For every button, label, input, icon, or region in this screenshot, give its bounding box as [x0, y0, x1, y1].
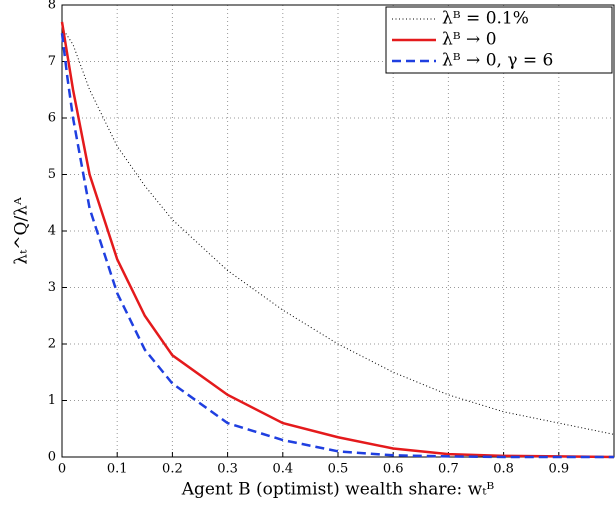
legend-label: λᴮ = 0.1% [442, 9, 529, 29]
x-tick-label: 0.3 [217, 462, 238, 477]
y-tick-label: 4 [48, 224, 56, 239]
legend-label: λᴮ → 0, γ = 6 [442, 51, 553, 71]
y-tick-label: 6 [48, 111, 56, 126]
legend-label: λᴮ → 0 [442, 30, 497, 50]
y-tick-label: 3 [48, 280, 56, 295]
y-tick-label: 8 [48, 0, 56, 13]
x-tick-label: 0.5 [328, 462, 349, 477]
x-tick-label: 0.9 [548, 462, 569, 477]
line-series [60, 21, 615, 459]
y-tick-label: 5 [48, 167, 56, 182]
y-tick-label: 0 [48, 450, 56, 465]
y-tick-label: 7 [48, 54, 56, 69]
line-series [61, 27, 615, 435]
y-tick-label: 1 [48, 393, 56, 408]
x-tick-label: 0.6 [383, 462, 404, 477]
x-tick-label: 0 [58, 462, 66, 477]
x-tick-label: 0.1 [107, 462, 128, 477]
x-tick-label: 0.2 [162, 462, 183, 477]
x-tick-label: 0.8 [493, 462, 514, 477]
y-tick-label: 2 [48, 337, 56, 352]
y-axis-title: λₜ^Q/λᴬ [12, 197, 32, 265]
x-tick-label: 0.7 [438, 462, 459, 477]
x-axis-title: Agent B (optimist) wealth share: wₜᴮ [181, 480, 495, 500]
plot-frame [61, 4, 615, 458]
line-series [60, 33, 614, 459]
x-tick-label: 0.4 [272, 462, 293, 477]
